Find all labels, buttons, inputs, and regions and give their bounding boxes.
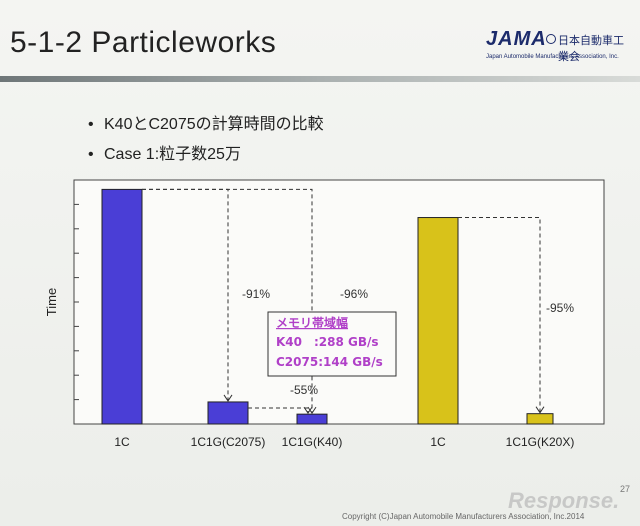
- memory-box-line: C2075:144 GB/s: [276, 355, 383, 369]
- title-bar: 5-1-2 Particleworks JAMA 日本自動車工業会 Japan …: [0, 14, 640, 82]
- dashed-connector: [142, 188, 313, 414]
- x-tick-label: 1C: [114, 435, 130, 449]
- arrow-head-icon: [535, 406, 545, 414]
- memory-box-line: K40 :288 GB/s: [276, 335, 379, 349]
- dashed-connector: [248, 407, 309, 414]
- x-tick-label: 1C: [430, 435, 446, 449]
- bullet-item: • Case 1:粒子数25万: [88, 140, 324, 170]
- page-title: 5-1-2 Particleworks: [10, 26, 277, 59]
- memory-bandwidth-box: [267, 311, 397, 377]
- logo-jp-text: 日本自動車工業会: [558, 35, 624, 63]
- reduction-label: -91%: [242, 287, 270, 301]
- dashed-connector: [458, 217, 541, 413]
- arrow-head-icon: [223, 394, 233, 402]
- bar: [417, 217, 459, 425]
- x-tick-label: 1C1G(K40): [282, 435, 343, 449]
- bullet-item: • K40とC2075の計算時間の比較: [88, 110, 324, 140]
- watermark-logo: Response.: [508, 488, 620, 513]
- reduction-label: -96%: [340, 287, 368, 301]
- bullet-text: K40とC2075の計算時間の比較: [104, 116, 324, 133]
- bar: [296, 413, 328, 425]
- copyright-footer: Copyright (C)Japan Automobile Manufactur…: [342, 512, 585, 521]
- title-divider: [0, 76, 640, 82]
- memory-box-title: メモリ帯域幅: [276, 315, 348, 330]
- arrow-head-icon: [307, 406, 317, 415]
- arrow-head-icon: [303, 406, 313, 415]
- bar: [207, 401, 249, 425]
- bullet-dot-icon: •: [88, 146, 94, 163]
- bullet-dot-icon: •: [88, 116, 94, 133]
- logo-mark-icon: [546, 34, 556, 44]
- plot-area: [73, 179, 605, 425]
- bullet-text: Case 1:粒子数25万: [104, 146, 241, 163]
- logo-text: JAMA: [486, 28, 547, 50]
- x-tick-label: 1C1G(K20X): [506, 435, 575, 449]
- bar: [101, 188, 143, 425]
- jama-logo: JAMA 日本自動車工業会 Japan Automobile Manufactu…: [486, 28, 626, 68]
- logo-en-text: Japan Automobile Manufacturers Associati…: [486, 54, 619, 60]
- bar: [526, 413, 554, 425]
- x-tick-label: 1C1G(C2075): [191, 435, 266, 449]
- page-number: 27: [619, 484, 630, 494]
- bullet-list: • K40とC2075の計算時間の比較 • Case 1:粒子数25万: [88, 110, 324, 170]
- reduction-label: -55%: [290, 383, 318, 397]
- y-axis-label: Time: [44, 288, 59, 316]
- reduction-label: -95%: [546, 301, 574, 315]
